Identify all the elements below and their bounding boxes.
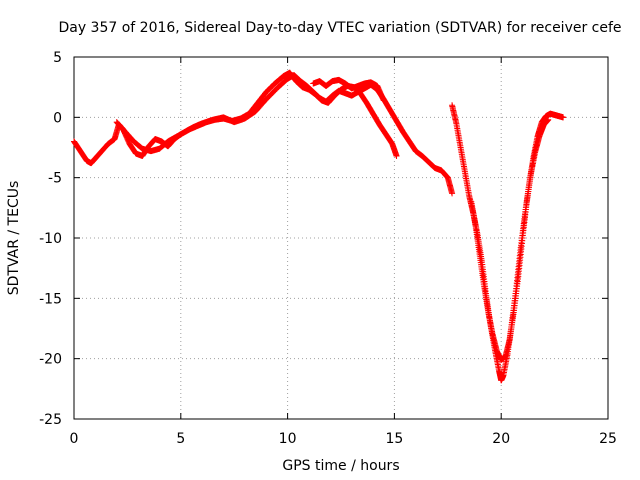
x-tick-label: 15: [385, 431, 403, 447]
data-point: [449, 190, 456, 197]
axis-ticks: [73, 56, 609, 420]
y-tick-labels: -25 -20 -15 -10 -5 0 5: [39, 50, 62, 428]
data-point: [380, 97, 387, 104]
y-tick-label: -20: [39, 352, 62, 368]
x-tick-label: 5: [176, 431, 185, 447]
chart-title: Day 357 of 2016, Sidereal Day-to-day VTE…: [58, 20, 621, 36]
grid: [74, 57, 608, 419]
y-tick-label: -15: [39, 291, 62, 307]
data-point: [545, 116, 552, 123]
y-axis-label: SDTVAR / TECUs: [6, 181, 22, 296]
y-tick-label: 5: [53, 50, 62, 66]
series-4: [449, 102, 567, 384]
x-tick-label: 10: [279, 431, 297, 447]
y-tick-label: -5: [48, 171, 62, 187]
x-tick-label: 0: [70, 431, 79, 447]
series-2: [113, 72, 456, 197]
y-tick-label: -10: [39, 231, 62, 247]
x-tick-label: 25: [599, 431, 617, 447]
data-point: [560, 114, 567, 121]
x-tick-labels: 0 5 10 15 20 25: [70, 431, 617, 447]
series-3: [310, 76, 387, 104]
y-tick-label: -25: [39, 412, 62, 428]
series-5: [468, 116, 552, 363]
data-points: [71, 69, 567, 384]
x-axis-label: GPS time / hours: [282, 458, 399, 474]
data-point: [393, 152, 400, 159]
y-tick-label: 0: [53, 110, 62, 126]
x-tick-label: 20: [492, 431, 510, 447]
